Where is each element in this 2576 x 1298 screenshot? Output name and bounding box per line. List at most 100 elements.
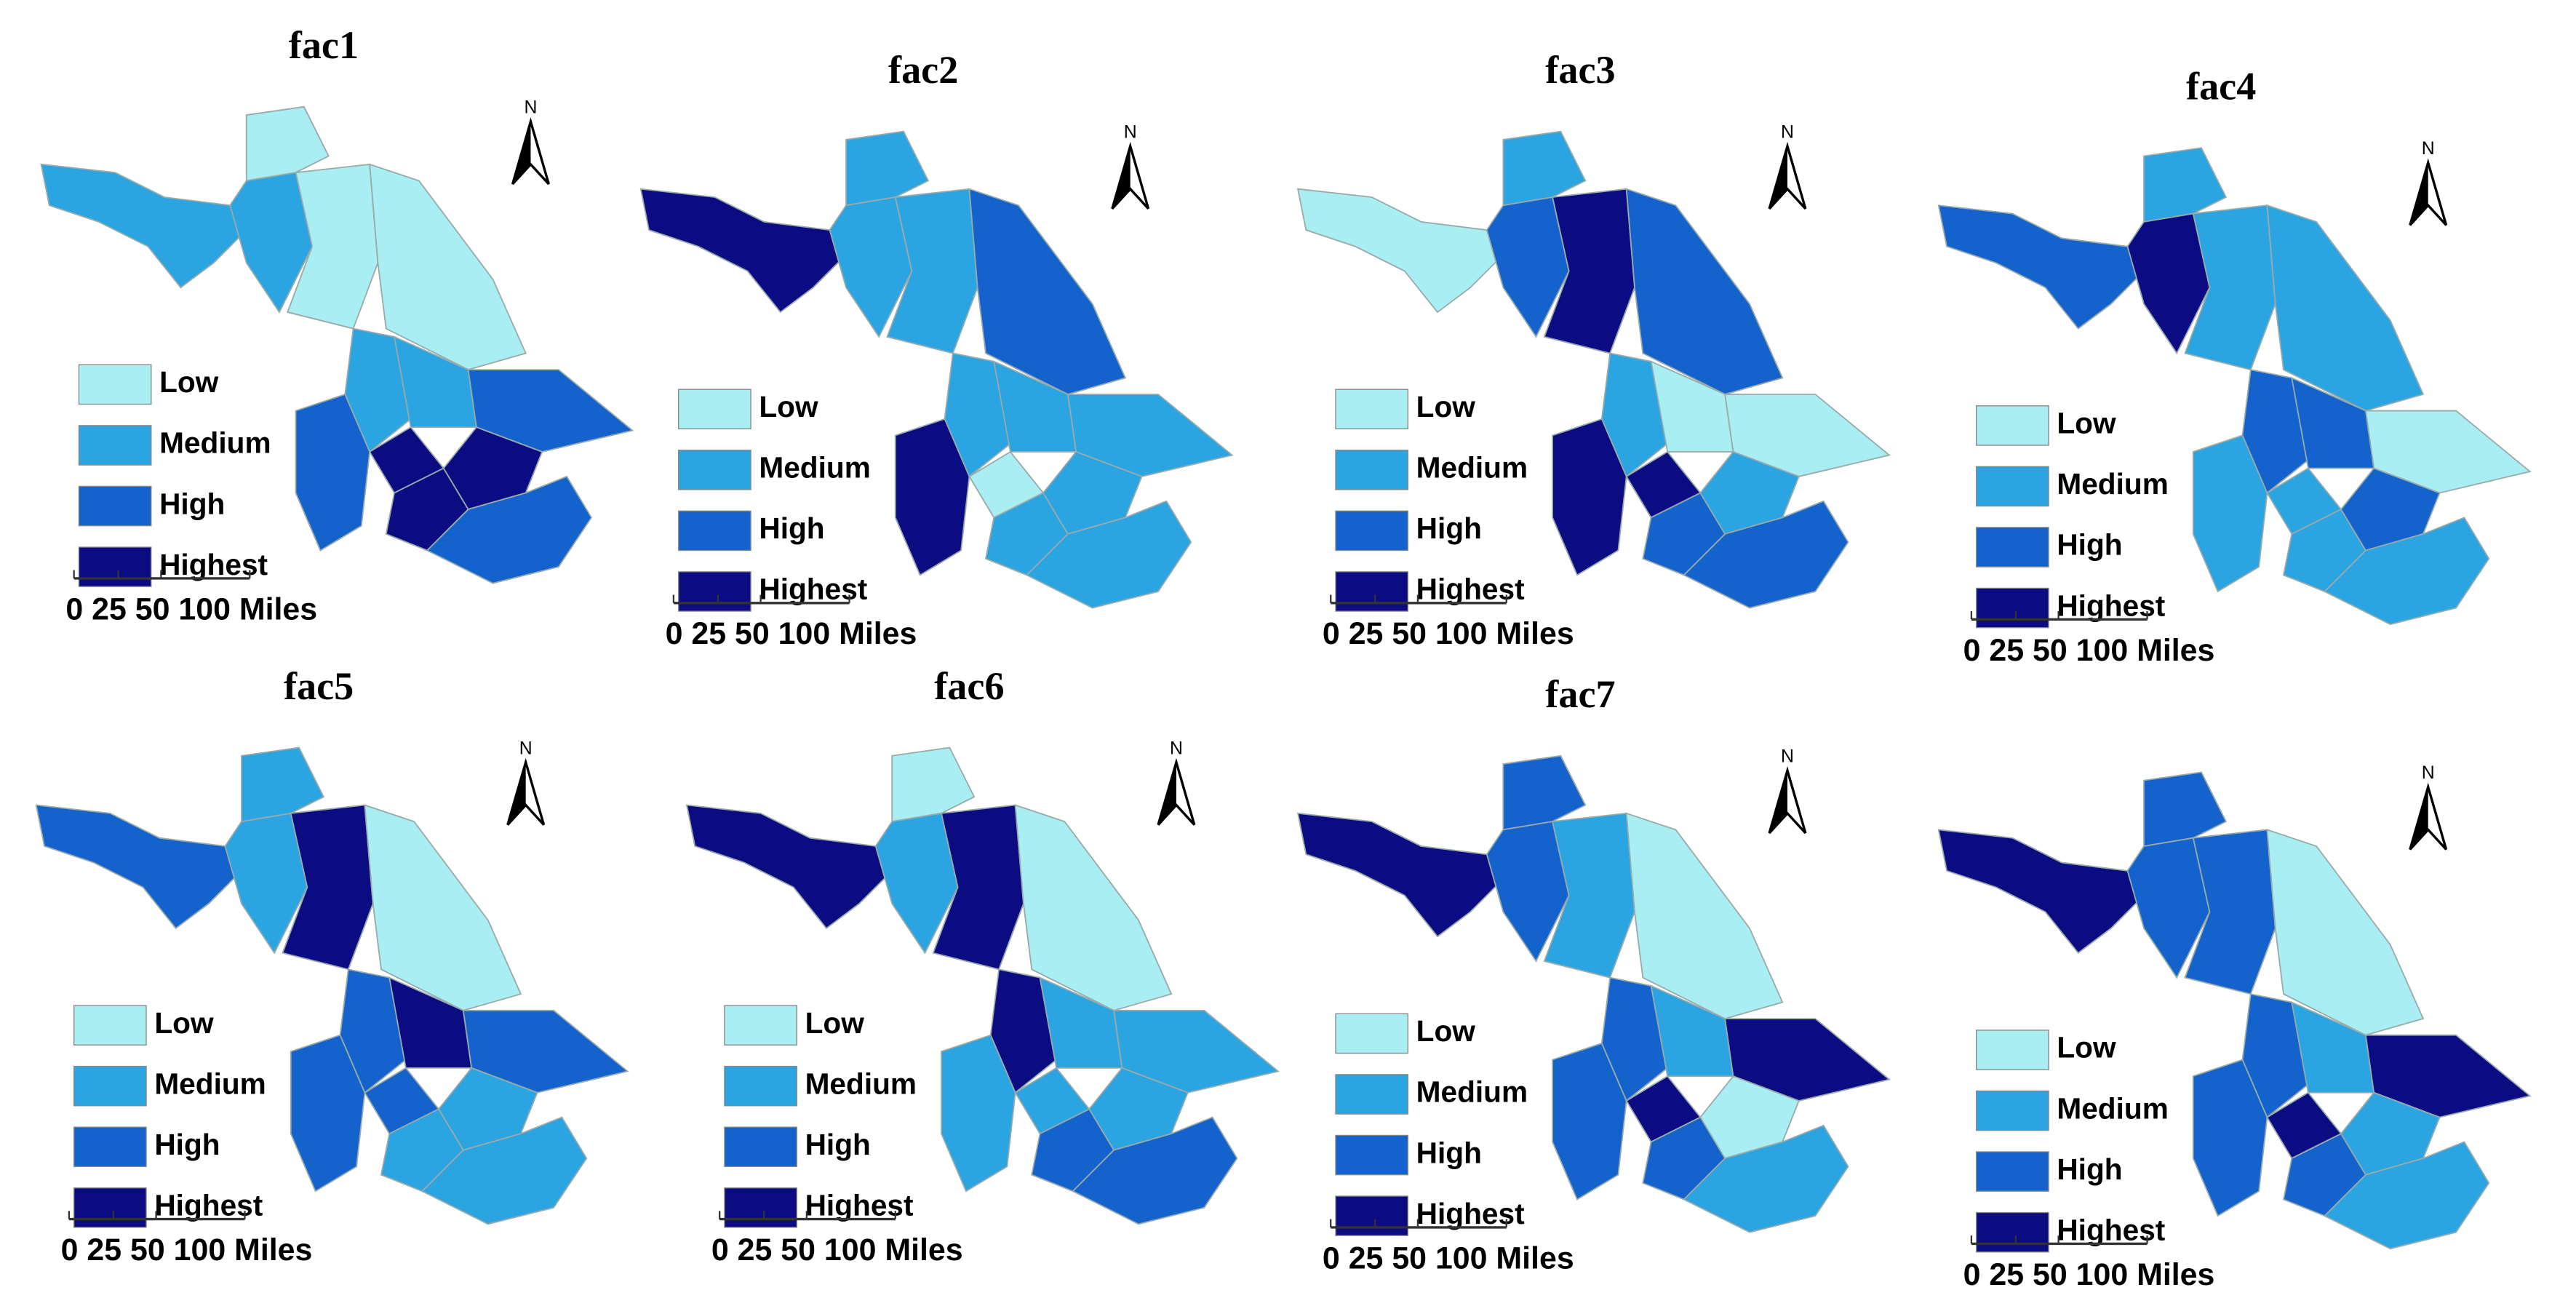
legend-label: Low: [154, 1006, 214, 1040]
legend-swatch: [1976, 1090, 2049, 1131]
region: [467, 369, 634, 453]
legend-swatch: [724, 1065, 797, 1107]
legend-swatch: [1335, 450, 1409, 490]
panel-title: fac5: [284, 664, 354, 708]
legend-label: Highest: [1416, 1197, 1525, 1230]
north-label: N: [2422, 763, 2435, 783]
scale-label: 0 25 50 100 Miles: [65, 592, 317, 626]
legend-label: Highest: [159, 548, 268, 581]
panel-title: fac1: [289, 23, 359, 67]
region: [1699, 450, 1800, 535]
legend-label: High: [759, 511, 824, 545]
region: [639, 188, 848, 314]
region: [1625, 812, 1784, 1020]
legend-label: Low: [2057, 1031, 2116, 1064]
region: [1937, 829, 2145, 955]
region: [1072, 1116, 1238, 1225]
scale-label: 0 25 50 100 Miles: [711, 1233, 963, 1267]
legend-label: Highest: [2057, 1213, 2165, 1246]
region: [2323, 1141, 2490, 1250]
legend-label: Highest: [1416, 573, 1525, 606]
legend-swatch: [73, 1065, 147, 1107]
panel-title: fac3: [1545, 48, 1615, 92]
region: [364, 804, 522, 1011]
legend-label: Low: [759, 390, 818, 423]
legend-label: Medium: [805, 1067, 917, 1100]
north-arrow-half: [1769, 146, 1788, 209]
legend-swatch: [1976, 527, 2049, 568]
legend-swatch: [678, 510, 751, 552]
legend-label: Medium: [154, 1067, 266, 1100]
map-panel: fac4 Low Medium High Highest 0 25 50 100 Mile…: [1937, 65, 2532, 668]
legend-label: High: [1416, 511, 1482, 545]
legend-label: Highest: [805, 1189, 914, 1222]
scale-label: 0 25 50 100 Miles: [666, 616, 917, 651]
legend-swatch: [678, 450, 751, 490]
legend-label: Low: [159, 365, 219, 399]
region: [420, 1116, 588, 1225]
region: [2364, 410, 2532, 494]
legend-label: Low: [1416, 1014, 1476, 1048]
panel-title: fac4: [2186, 65, 2256, 108]
legend-swatch: [1335, 1013, 1409, 1054]
north-arrow-half: [507, 762, 526, 825]
region: [437, 1067, 538, 1151]
map-panel: fac1 Low Medium High Highest 0 25 50 100 Mile…: [40, 23, 634, 626]
map-panel: fac6 Low Medium High Highest 0 25 50 100 Mile…: [685, 664, 1280, 1267]
legend-label: Medium: [1416, 1075, 1528, 1109]
region: [2241, 369, 2309, 494]
region: [1937, 204, 2145, 330]
north-arrow-half: [1158, 762, 1176, 825]
region: [1552, 1042, 1627, 1201]
region: [344, 327, 412, 453]
north-label: N: [1124, 122, 1137, 142]
region: [1014, 804, 1173, 1011]
north-label: N: [519, 738, 533, 758]
region: [1600, 976, 1669, 1102]
region: [989, 968, 1058, 1094]
legend-swatch: [1335, 389, 1409, 430]
north-label: N: [1170, 738, 1183, 758]
legend-swatch: [1335, 571, 1409, 612]
panel-title: fac6: [934, 664, 1004, 708]
region: [369, 163, 527, 371]
legend-swatch: [73, 1005, 147, 1046]
legend-swatch: [1335, 510, 1409, 552]
region: [1724, 1018, 1891, 1102]
legend-swatch: [78, 485, 152, 527]
north-label: N: [1781, 122, 1794, 142]
legend-label: Medium: [2057, 1091, 2168, 1125]
legend-swatch: [78, 364, 152, 405]
region: [339, 968, 407, 1094]
region: [2340, 1091, 2441, 1176]
north-arrow-half: [2409, 162, 2428, 226]
region: [426, 475, 593, 584]
region: [1088, 1067, 1189, 1151]
legend-swatch: [78, 425, 152, 466]
legend-label: High: [805, 1128, 871, 1161]
map-panel: fac7 Low Medium High Highest 0 25 50 100 Mile…: [1296, 672, 1891, 1275]
legend-label: High: [2057, 528, 2122, 562]
map-panel: Low Medium High Highest 0 25 50 100 Miles N: [1937, 763, 2532, 1292]
region: [1113, 1009, 1280, 1094]
legend-swatch: [1976, 405, 2049, 446]
legend-label: High: [154, 1128, 220, 1161]
legend-label: Low: [805, 1006, 865, 1040]
region: [295, 393, 371, 552]
north-label: N: [2422, 139, 2435, 159]
map-panel: fac3 Low Medium High Highest 0 25 50 100 Mile…: [1296, 48, 1891, 651]
legend-label: High: [159, 487, 225, 520]
legend-label: Highest: [759, 573, 867, 606]
region: [2364, 1034, 2532, 1118]
region: [290, 1034, 366, 1193]
legend-swatch: [73, 1187, 147, 1228]
region: [2266, 204, 2425, 412]
north-arrow-half: [2409, 787, 2428, 850]
region: [2143, 147, 2228, 223]
legend-label: High: [1416, 1136, 1482, 1169]
region: [1552, 418, 1627, 576]
region: [1683, 500, 1849, 609]
region: [2266, 829, 2425, 1036]
region: [442, 426, 543, 511]
legend-swatch: [724, 1187, 797, 1228]
